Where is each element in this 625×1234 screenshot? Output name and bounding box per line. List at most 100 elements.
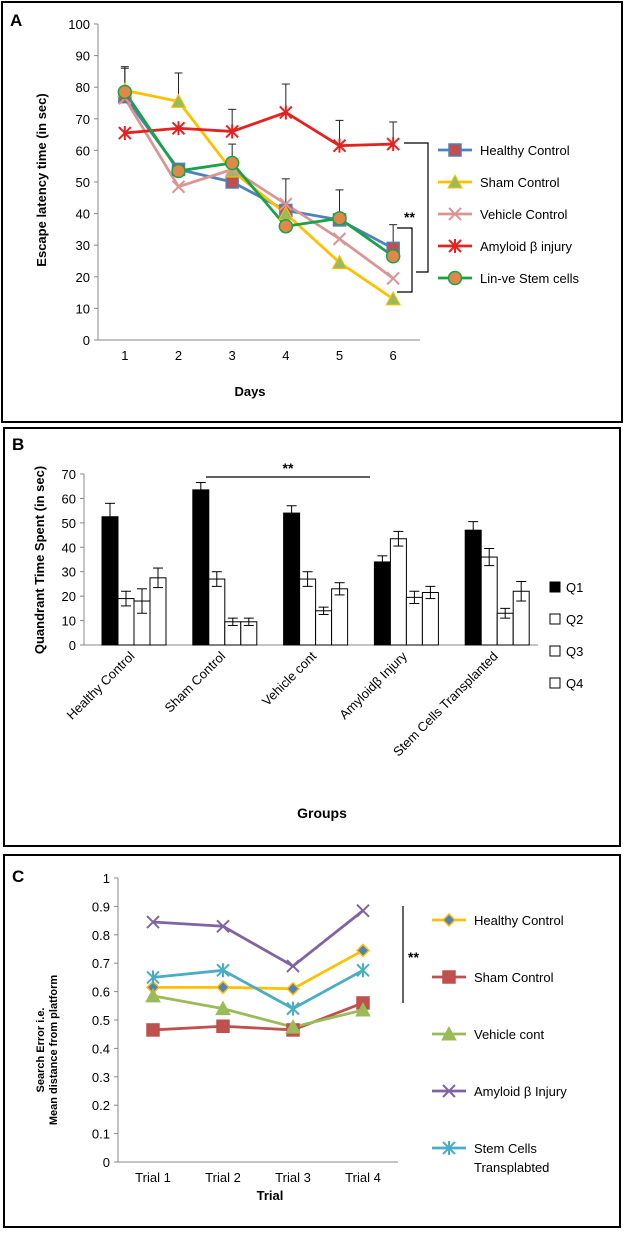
panel-b-bar-q1: [192, 489, 210, 646]
panel-c-y-tick-label: 0: [103, 1155, 110, 1170]
panel-c-legend-marker: [442, 970, 456, 984]
panel-a-legend-marker: [447, 173, 463, 189]
panel-a-legend-label: Vehicle Control: [480, 207, 568, 222]
panel-b-legend-swatch: [549, 677, 561, 689]
panel-c-point-stem-cells-transplabted: [356, 963, 370, 978]
panel-a-significance-label: **: [404, 209, 415, 225]
panel-a-point-amyloid-injury: [279, 105, 293, 120]
panel-c-series-line-vehicle-cont: [152, 994, 364, 1029]
panel-a-y-tick-label: 20: [76, 270, 90, 285]
panel-b-bar-q4: [331, 588, 349, 646]
panel-c-significance-label: **: [408, 949, 419, 965]
panel-a-x-tick-label: 1: [121, 348, 128, 363]
panel-b-y-axis-title: Quandrant Time Spent (in sec): [32, 466, 47, 654]
panel-a-legend-label: Healthy Control: [480, 143, 570, 158]
panel-a-letter: A: [10, 11, 22, 30]
panel-c-x-tick-label: Trial 2: [205, 1170, 241, 1185]
panel-c-legend-label: Stem Cells: [474, 1141, 537, 1156]
panel-b-y-tick-label: 60: [62, 491, 76, 506]
panel-b-bar-q3: [405, 596, 423, 646]
panel-a-y-axis-title: Escape latency time (in sec): [34, 93, 49, 266]
panel-c-legend-label: Sham Control: [474, 970, 554, 985]
panel-b-x-tick-label: Vehicle cont: [259, 648, 319, 708]
panel-a-point-healthy-control: [225, 175, 239, 189]
panel-a-y-tick-label: 70: [76, 112, 90, 127]
panel-c-point-stem-cells-transplabted: [286, 1001, 300, 1016]
panel-c-series-line-healthy-control: [153, 949, 364, 991]
panel-a-point-vehicle-control: [171, 180, 186, 194]
panel-a-series-line-vehicle-control: [123, 97, 394, 280]
panel-c-point-vehicle-cont: [215, 1000, 231, 1016]
panel-b-legend-swatch: [549, 581, 561, 593]
panel-c-series-line-amyloid-injury: [152, 909, 364, 968]
panel-a-point-lin-ve-stem-cells: [385, 249, 401, 264]
panel-a-point-lin-ve-stem-cells: [278, 218, 294, 234]
panel-b-x-tick-label: Amyloidβ Injury: [336, 648, 410, 722]
panel-c-point-amyloid-injury: [146, 915, 160, 929]
panel-c-y-tick-label: 0.3: [92, 1070, 110, 1085]
panel-a-series-line-sham-control: [124, 88, 394, 301]
panel-a-point-lin-ve-stem-cells: [224, 155, 240, 171]
panel-b-y-tick-label: 70: [62, 467, 76, 482]
panel-a-frame: [1, 1, 623, 423]
panel-c-point-stem-cells-transplabted: [146, 970, 160, 985]
panel-b-frame: [3, 427, 621, 847]
panel-c-legend-marker: [442, 1141, 456, 1155]
panel-b-x-axis-title: Groups: [297, 805, 347, 821]
panel-a-point-amyloid-injury: [386, 137, 400, 152]
panel-b-y-tick-label: 30: [62, 565, 76, 580]
panel-b-legend-swatch: [549, 645, 561, 657]
panel-a-point-sham-control: [331, 254, 348, 270]
panel-c-x-axis-title: Trial: [257, 1188, 284, 1203]
panel-b-legend-swatch: [549, 613, 561, 625]
panel-b-x-tick-label: Healthy Control: [64, 648, 138, 722]
panel-a-point-vehicle-control: [332, 232, 347, 246]
panel-c-point-healthy-control: [285, 981, 301, 996]
panel-c-legend-label: Transplabted: [474, 1160, 549, 1175]
panel-a-point-lin-ve-stem-cells: [171, 163, 186, 179]
panel-a-significance-bracket-inner: [397, 227, 413, 293]
panel-c-point-sham-control: [146, 1023, 160, 1037]
panel-c-x-tick-label: Trial 4: [345, 1170, 381, 1185]
panel-b-y-tick-label: 10: [62, 614, 76, 629]
panel-a-series-line-lin-ve-stem-cells: [123, 91, 394, 258]
panel-a-x-tick-label: 2: [175, 348, 182, 363]
panel-b-x-tick-label: Sham Control: [162, 648, 229, 715]
panel-b-significance-label: **: [283, 460, 294, 476]
panel-a-x-tick-label: 4: [282, 348, 289, 363]
panel-c-y-axis-title-line1: Search Error i.e.: [35, 1008, 47, 1093]
panel-c-x-tick-label: Trial 1: [135, 1170, 171, 1185]
panel-c-x-tick-label: Trial 3: [275, 1170, 311, 1185]
panel-a-x-tick-label: 5: [336, 348, 343, 363]
panel-a-point-sham-control: [170, 93, 187, 108]
panel-b-y-tick-label: 0: [69, 638, 76, 653]
panel-c-y-tick-label: 0.6: [92, 985, 110, 1000]
panel-a-y-tick-label: 0: [83, 333, 90, 348]
panel-c-y-tick-label: 0.1: [92, 1127, 110, 1142]
panel-a-y-tick-label: 80: [76, 80, 90, 95]
panel-b-bar-q1: [464, 529, 482, 646]
panel-a-point-amyloid-injury: [171, 121, 186, 136]
panel-c-y-tick-label: 0.9: [92, 899, 110, 914]
panel-c-point-healthy-control: [355, 943, 371, 958]
panel-b-bar-q2: [480, 556, 498, 646]
panel-b-bar-q2: [299, 578, 317, 646]
panel-b-y-tick-label: 50: [62, 516, 76, 531]
panel-c-point-amyloid-injury: [356, 903, 370, 918]
panel-c-point-amyloid-injury: [216, 919, 230, 933]
panel-b-legend-label: Q3: [566, 644, 583, 659]
panel-c-y-tick-label: 0.8: [92, 928, 110, 943]
panel-a-legend-marker: [448, 143, 462, 157]
panel-a-point-amyloid-injury: [225, 124, 239, 139]
panel-a-point-vehicle-control: [386, 271, 400, 286]
panel-c-point-vehicle-cont: [145, 987, 161, 1003]
panel-a-y-tick-label: 100: [68, 17, 90, 32]
panel-a-y-tick-label: 50: [76, 175, 90, 190]
panel-c-legend-label: Vehicle cont: [474, 1027, 544, 1042]
panel-b-bar-q4: [421, 591, 439, 646]
panel-a-point-amyloid-injury: [332, 138, 347, 153]
panel-a-point-amyloid-injury: [118, 126, 132, 141]
panel-c-legend-label: Amyloid β Injury: [474, 1084, 567, 1099]
panel-a-y-tick-label: 60: [76, 143, 90, 158]
